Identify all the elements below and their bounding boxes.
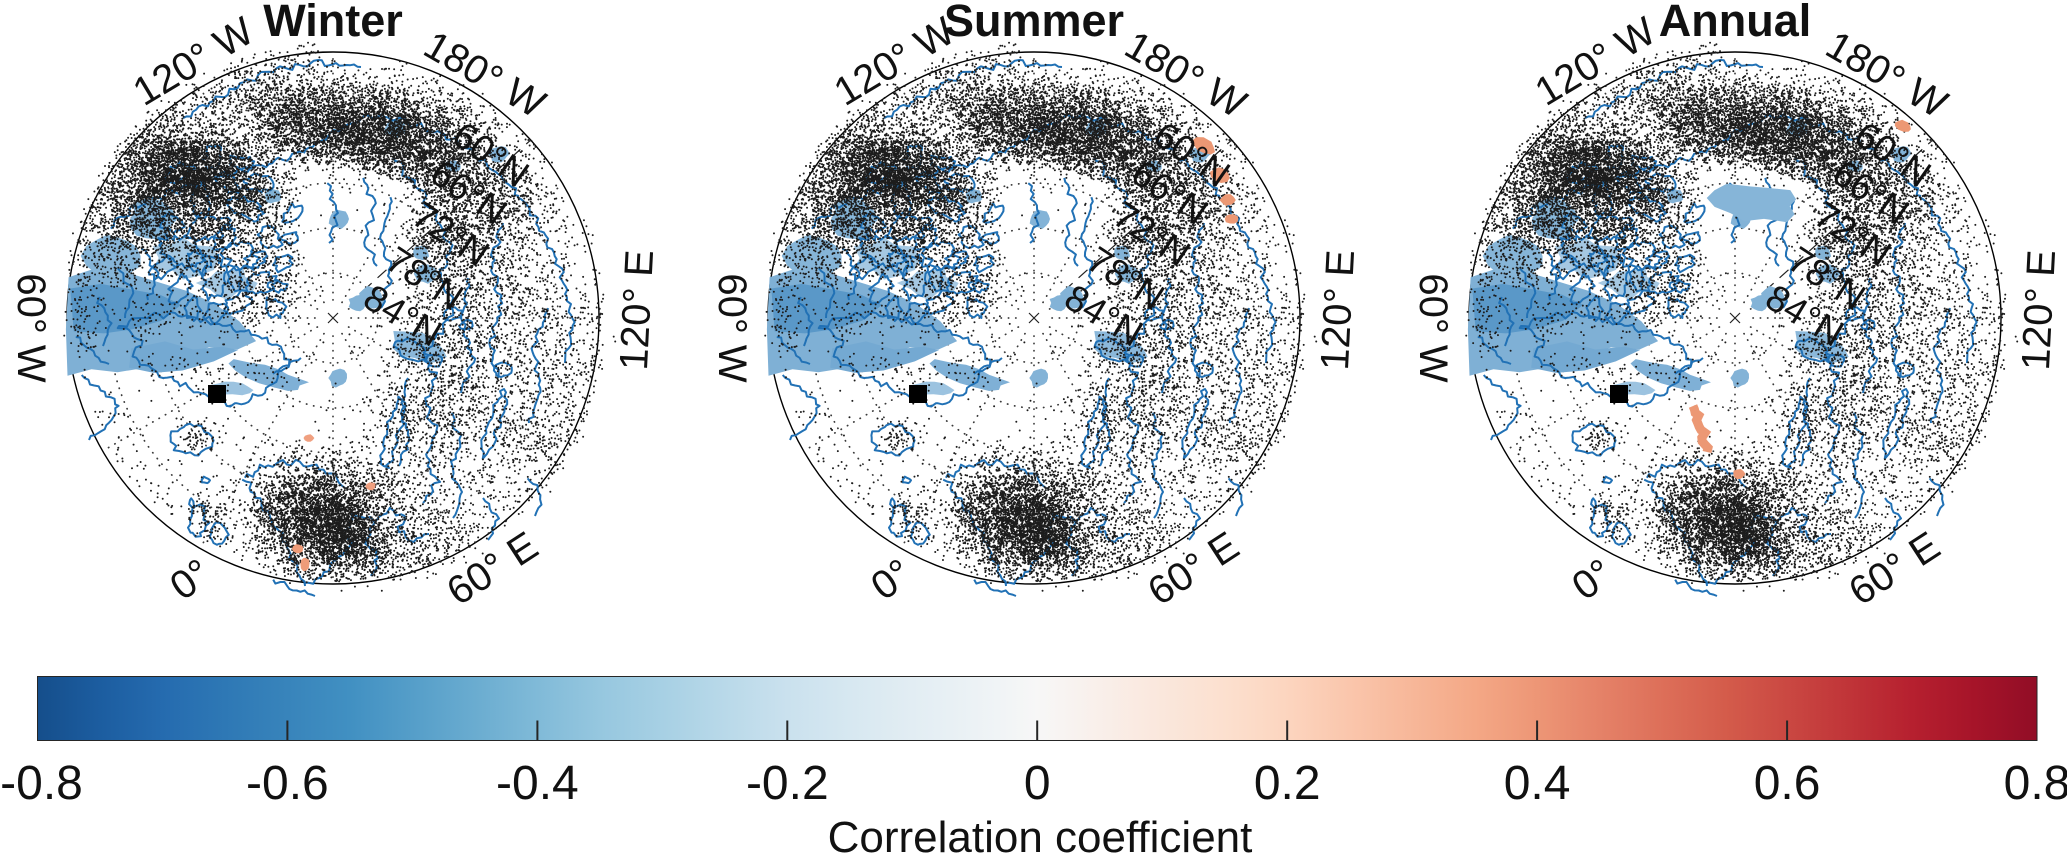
svg-text:0°: 0° (162, 551, 219, 609)
svg-text:120° E: 120° E (612, 249, 662, 372)
svg-text:0.8: 0.8 (2004, 757, 2067, 810)
svg-text:-0.4: -0.4 (496, 757, 579, 810)
svg-text:0.4: 0.4 (1504, 757, 1571, 810)
svg-text:0°: 0° (863, 551, 920, 609)
svg-text:60° W: 60° W (9, 273, 53, 383)
svg-text:-0.2: -0.2 (746, 757, 829, 810)
svg-text:0°: 0° (1564, 551, 1621, 609)
svg-text:60° W: 60° W (1411, 273, 1455, 383)
svg-text:120° E: 120° E (2014, 249, 2064, 372)
svg-text:-0.8: -0.8 (0, 757, 83, 810)
svg-text:Winter: Winter (263, 0, 403, 46)
svg-text:60° W: 60° W (710, 273, 754, 383)
svg-text:-0.6: -0.6 (246, 757, 329, 810)
svg-text:120° E: 120° E (1313, 249, 1363, 372)
svg-text:Annual: Annual (1659, 0, 1812, 46)
svg-text:0.6: 0.6 (1754, 757, 1821, 810)
svg-text:Summer: Summer (944, 0, 1124, 46)
svg-text:Correlation coefficient: Correlation coefficient (828, 813, 1253, 855)
svg-text:0: 0 (1024, 757, 1051, 810)
svg-text:0.2: 0.2 (1254, 757, 1321, 810)
